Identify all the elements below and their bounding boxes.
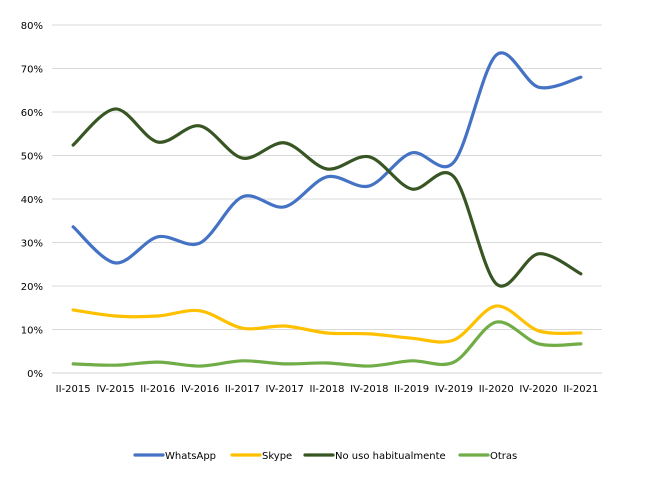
series-line-no-uso-habitualmente	[71, 107, 583, 288]
series-lines	[71, 51, 583, 368]
y-axis-ticks: 0% 10% 20% 30% 40% 50% 60% 70% 80%	[21, 21, 43, 380]
series-line-otras	[71, 320, 583, 368]
legend-label: WhatsApp	[165, 451, 216, 462]
y-tick-label: 40%	[21, 195, 43, 206]
gridlines	[52, 24, 602, 374]
x-tick-label: II-2015	[56, 384, 91, 395]
x-tick-label: IV-2017	[266, 384, 304, 395]
x-tick-label: II-2018	[310, 384, 345, 395]
y-tick-label: 20%	[21, 282, 43, 293]
x-tick-label: II-2016	[140, 384, 175, 395]
x-tick-label: IV-2018	[350, 384, 388, 395]
x-tick-label: IV-2019	[435, 384, 473, 395]
legend: WhatsApp Skype No uso habitualmente Otras	[133, 451, 517, 462]
y-tick-label: 30%	[21, 239, 43, 250]
y-tick-label: 80%	[21, 21, 43, 32]
legend-label: No uso habitualmente	[335, 451, 446, 462]
x-tick-label: II-2019	[394, 384, 429, 395]
y-tick-label: 10%	[21, 326, 43, 337]
legend-label: Otras	[490, 451, 517, 462]
x-tick-label: IV-2015	[96, 384, 134, 395]
x-tick-label: II-2020	[479, 384, 514, 395]
series-line-whatsapp	[71, 51, 583, 265]
y-tick-label: 50%	[21, 152, 43, 163]
x-tick-label: IV-2020	[519, 384, 557, 395]
series-line-skype	[71, 304, 583, 344]
legend-label: Skype	[262, 451, 292, 462]
x-tick-label: II-2017	[225, 384, 260, 395]
x-tick-label: II-2021	[563, 384, 598, 395]
y-tick-label: 70%	[21, 65, 43, 76]
y-tick-label: 60%	[21, 108, 43, 119]
x-tick-label: IV-2016	[181, 384, 219, 395]
x-axis-ticks: II-2015 IV-2015 II-2016 IV-2016 II-2017 IV-20…	[56, 384, 599, 395]
y-tick-label: 0%	[27, 369, 43, 380]
